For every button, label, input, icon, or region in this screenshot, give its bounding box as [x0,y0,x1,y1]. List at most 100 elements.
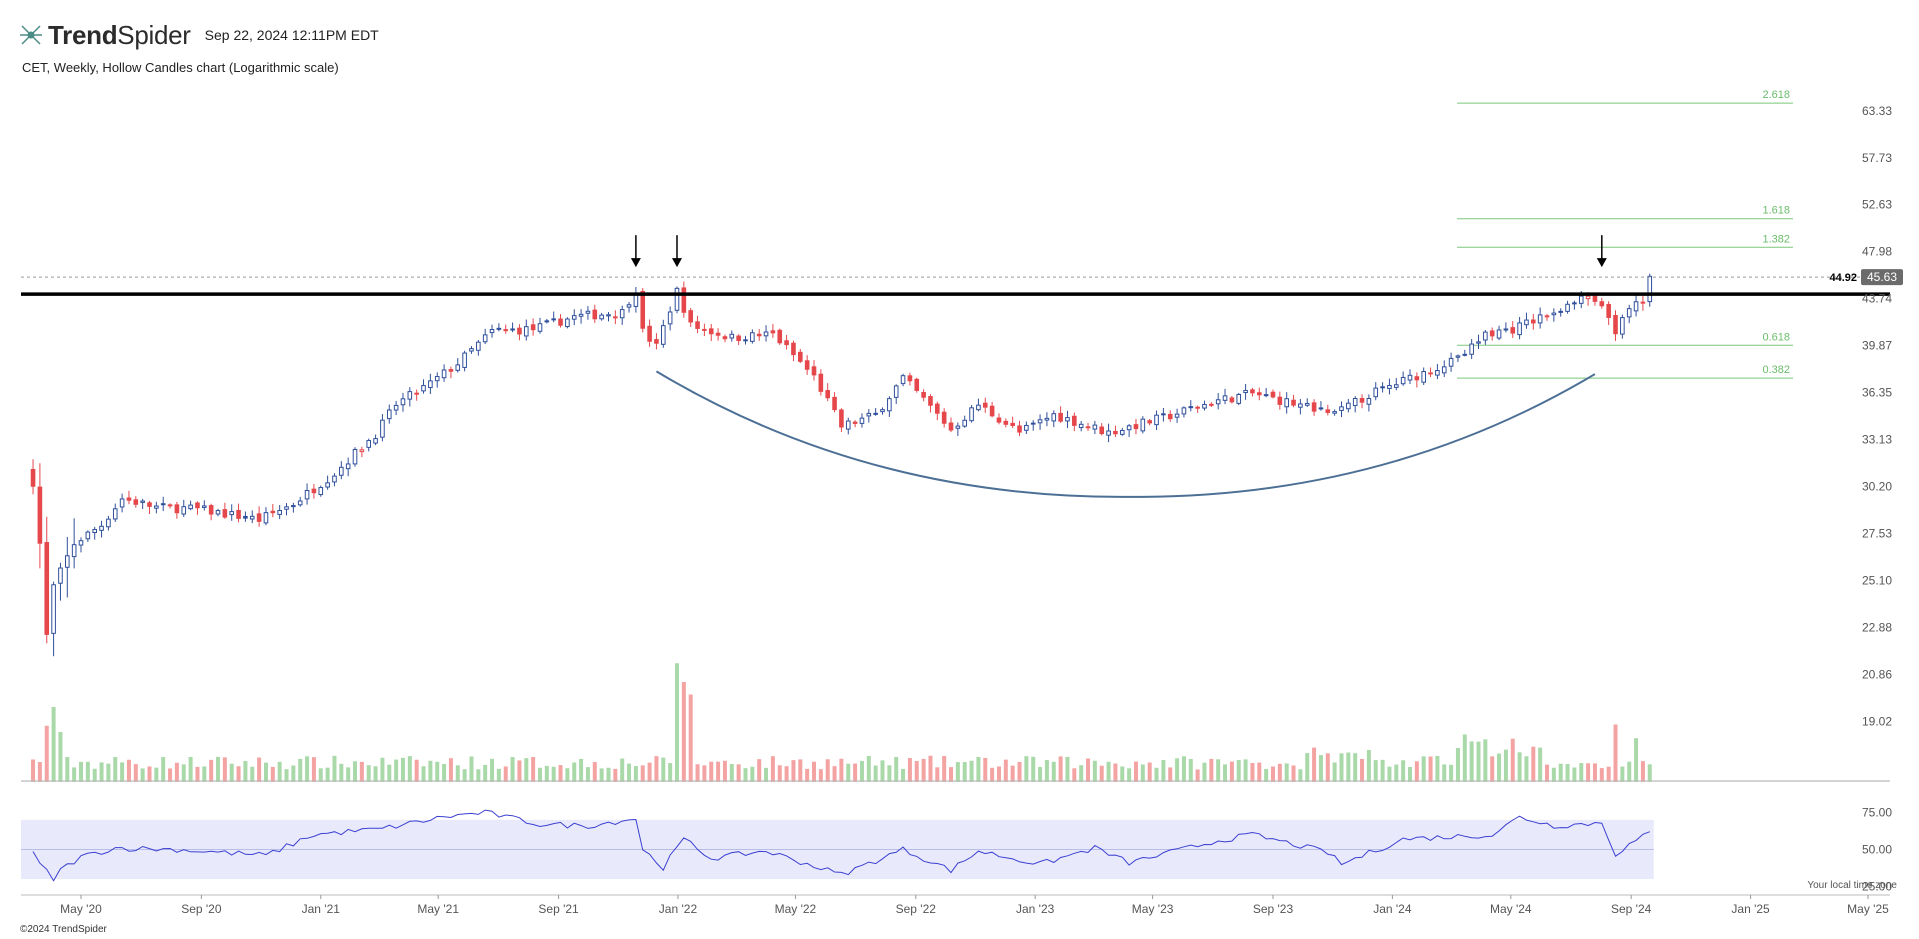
candle-body [880,409,885,413]
candle-body [989,405,995,417]
candle-body [825,390,831,399]
volume-bar [1133,761,1138,782]
candle-body [1558,310,1564,313]
resistance-level-label: 44.92 [1829,272,1857,284]
volume-bar [551,766,556,782]
volume-bar [79,761,83,782]
volume-bar [305,756,310,782]
volume-bar [1086,758,1091,782]
volume-bar [353,761,358,782]
volume-bar [1476,741,1481,782]
volume-bar [1079,765,1084,782]
time-tick-label: May '21 [417,902,459,916]
volume-bar [1606,766,1611,782]
candle-body [359,449,365,453]
volume-bar [798,759,803,782]
volume-bar [1017,761,1022,782]
candle-body [236,509,241,519]
volume-bar [777,765,782,782]
candle-body [263,512,269,524]
candle-body [1572,302,1577,305]
time-tick-label: Sep '23 [1253,902,1294,916]
volume-bar [243,760,248,782]
volume-bar [894,756,899,782]
candle-body [1428,372,1433,375]
volume-bar [387,764,392,782]
volume-bar [627,763,632,782]
candle-body [1400,376,1406,385]
volume-bar [1599,768,1604,782]
volume-bar [695,764,700,782]
volume-bar [455,765,460,782]
fib-level-label: 1.382 [1762,233,1790,245]
volume-bar [537,767,542,782]
candle-body [78,540,84,546]
candle-body [311,488,317,494]
volume-bar [332,755,337,782]
candle-body [873,412,878,415]
volume-bar [770,756,775,782]
volume-bar [469,756,474,782]
candle-body [462,352,467,368]
volume-bar [1072,768,1077,782]
touch-arrows [630,235,1607,268]
rsi-tick-label: 25.00 [1862,879,1892,893]
candle-body [99,525,104,531]
volume-bar [688,694,693,782]
volume-bar [270,766,275,782]
volume-bar [1510,738,1515,782]
candle-body [510,328,515,331]
candle-body [332,475,337,483]
candle-body [256,513,262,522]
volume-bar [736,764,741,782]
volume-bar [661,757,666,782]
candle-body [619,309,625,319]
candle-body [1215,399,1221,405]
horizontal-levels: 44.92 45.63 [21,269,1903,296]
price-tick-label: 33.13 [1862,433,1892,447]
volume-bar [1579,763,1584,782]
volume-bar [154,767,159,782]
volume-bar [996,766,1001,782]
volume-bar [1592,763,1597,782]
candle-body [996,417,1002,423]
candle-body [674,287,680,311]
candle-body [1284,398,1289,408]
volume-bar [928,755,933,782]
candle-body [1106,430,1111,436]
candle-body [339,466,344,476]
volume-bar [1538,747,1543,782]
volume-bar [1524,756,1529,782]
volume-bar [921,758,926,782]
candle-body [1366,397,1372,405]
candle-body [1017,425,1022,433]
volume-bars [31,663,1652,782]
volume-bar [291,765,296,782]
time-tick-label: Jan '21 [302,902,341,916]
price-tick-label: 27.53 [1862,527,1892,541]
volume-bar [126,759,131,782]
volume-bar [880,760,885,782]
volume-bar [37,762,42,782]
volume-bar [955,762,960,782]
volume-bar [496,768,501,782]
candle-body [441,369,447,379]
candle-body [1544,315,1550,318]
candle-body [92,529,98,534]
volume-bar [558,765,563,782]
candle-body [71,544,77,558]
volume-bar [674,663,679,782]
volume-bar [517,760,522,782]
candle-body [955,425,961,429]
candle-body [1167,413,1173,420]
candle-body [1647,275,1653,303]
fib-level-label: 0.382 [1762,364,1790,376]
fib-level-label: 2.618 [1762,89,1790,101]
volume-bar [585,767,590,782]
volume-bar [1305,753,1310,782]
volume-bar [318,768,323,782]
volume-bar [1147,762,1152,782]
candle-body [249,515,255,520]
candle-body [222,509,228,518]
